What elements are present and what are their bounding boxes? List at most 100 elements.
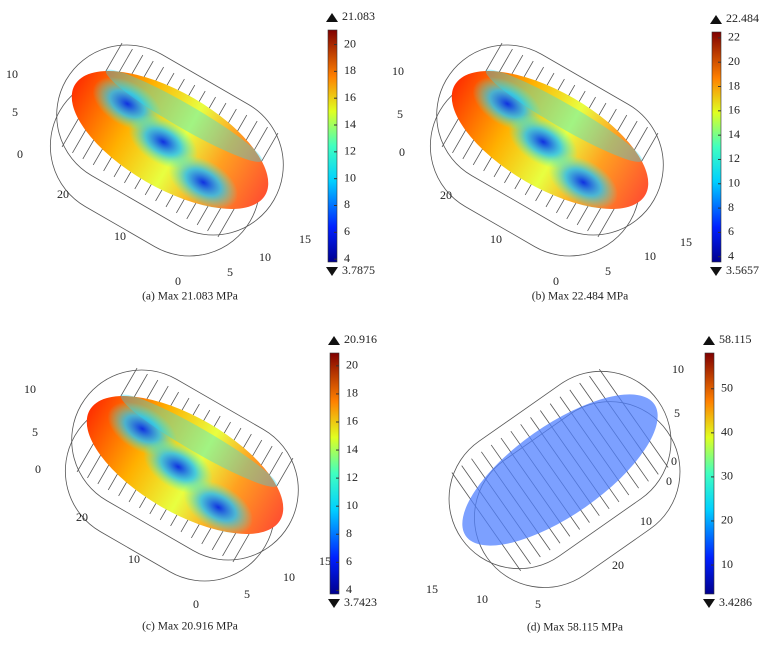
axis-label: 0	[553, 274, 559, 288]
stress-blob	[183, 480, 253, 535]
stress-blob	[105, 69, 263, 162]
model	[64, 367, 299, 582]
axis-label: 10	[392, 64, 404, 78]
colorbar-tick-label: 20	[346, 358, 358, 372]
axis-label: 5	[32, 425, 38, 439]
axis-label: 5	[674, 406, 680, 420]
max-arrow	[703, 336, 715, 345]
axis-label: 5	[535, 597, 541, 611]
colorbar-tick-label: 12	[346, 470, 358, 484]
stress-plate	[462, 394, 658, 546]
colorbar	[327, 29, 338, 263]
wire-outline	[436, 44, 664, 236]
colorbar-tick-label: 22	[728, 30, 740, 44]
colorbar-tick-label: 40	[721, 425, 733, 439]
axis-label: 5	[227, 265, 233, 279]
axis-label: 15	[680, 235, 692, 249]
colorbar-tick-label: 6	[344, 224, 350, 238]
axis-label: 10	[644, 249, 656, 263]
colorbar	[329, 352, 340, 595]
stress-blob	[168, 155, 238, 210]
axis-label: 0	[193, 597, 199, 611]
min-arrow	[703, 599, 715, 608]
colorbar-tick-label: 12	[728, 151, 740, 165]
colorbar-min: 3.5657	[726, 263, 759, 277]
min-arrow	[326, 267, 338, 276]
stress-blob	[508, 114, 578, 169]
axis-label: 10	[128, 552, 140, 566]
axis-label: 15	[319, 554, 331, 568]
max-arrow	[326, 13, 338, 22]
axis-label: 0	[175, 274, 181, 288]
colorbar-tick-label: 20	[728, 54, 740, 68]
model	[429, 42, 664, 257]
colorbar-tick-label: 14	[346, 442, 358, 456]
colorbar-min: 3.7875	[342, 263, 375, 277]
colorbar	[711, 31, 722, 263]
max-arrow	[328, 336, 340, 345]
colorbar-tick-label: 16	[346, 414, 358, 428]
wire-outline	[56, 44, 284, 236]
axis-label: 5	[244, 587, 250, 601]
colorbar	[704, 352, 715, 595]
colorbar-tick-label: 8	[346, 526, 352, 540]
model	[49, 42, 284, 257]
axis-label: 0	[17, 147, 23, 161]
stress-blob	[548, 155, 618, 210]
caption: (a) Max 21.083 MPa	[142, 291, 238, 303]
stress-blob	[143, 439, 213, 494]
axis-label: 20	[76, 510, 88, 524]
axis-label: 10	[490, 232, 502, 246]
stress-blob	[120, 394, 278, 487]
colorbar-tick-label: 12	[344, 144, 356, 158]
colorbar-min: 3.7423	[344, 595, 377, 609]
colorbar-tick-label: 14	[728, 127, 740, 141]
colorbar-tick-label: 4	[346, 582, 352, 596]
colorbar-tick-label: 14	[344, 117, 356, 131]
caption: (d) Max 58.115 MPa	[527, 622, 623, 634]
axis-label: 10	[114, 229, 126, 243]
axis-label: 15	[426, 582, 438, 596]
axis-label: 20	[57, 187, 69, 201]
colorbar-tick-label: 10	[344, 170, 356, 184]
min-arrow	[328, 599, 340, 608]
axis-label: 10	[24, 382, 36, 396]
stress-blob	[128, 114, 198, 169]
colorbar-tick-label: 16	[344, 90, 356, 104]
colorbar-tick-label: 10	[346, 498, 358, 512]
wire-outline	[448, 370, 672, 570]
colorbar-tick-label: 30	[721, 469, 733, 483]
axis-label: 20	[612, 558, 624, 572]
colorbar-tick-label: 8	[728, 200, 734, 214]
axis-label: 5	[397, 107, 403, 121]
axis-label: 0	[399, 145, 405, 159]
model	[448, 368, 681, 588]
colorbar-tick-label: 18	[344, 63, 356, 77]
axis-label: 10	[6, 67, 18, 81]
axis-label: 10	[640, 514, 652, 528]
min-arrow	[710, 267, 722, 276]
colorbar-tick-label: 10	[728, 176, 740, 190]
colorbar-tick-label: 20	[721, 513, 733, 527]
max-arrow	[710, 15, 722, 24]
axis-label: 0	[35, 462, 41, 476]
axis-label: 10	[259, 250, 271, 264]
colorbar-tick-label: 4	[728, 248, 734, 262]
stress-blob	[485, 69, 643, 162]
axis-label: 20	[440, 188, 452, 202]
wire-outline	[71, 369, 299, 561]
axis-label: 10	[672, 362, 684, 376]
axis-label: 0	[671, 454, 677, 468]
colorbar-max: 20.916	[344, 332, 377, 346]
axis-label: 10	[476, 592, 488, 606]
colorbar-tick-label: 16	[728, 103, 740, 117]
colorbar-tick-label: 6	[728, 224, 734, 238]
axis-label: 10	[283, 570, 295, 584]
axis-label: 5	[12, 105, 18, 119]
colorbar-max: 21.083	[342, 9, 375, 23]
